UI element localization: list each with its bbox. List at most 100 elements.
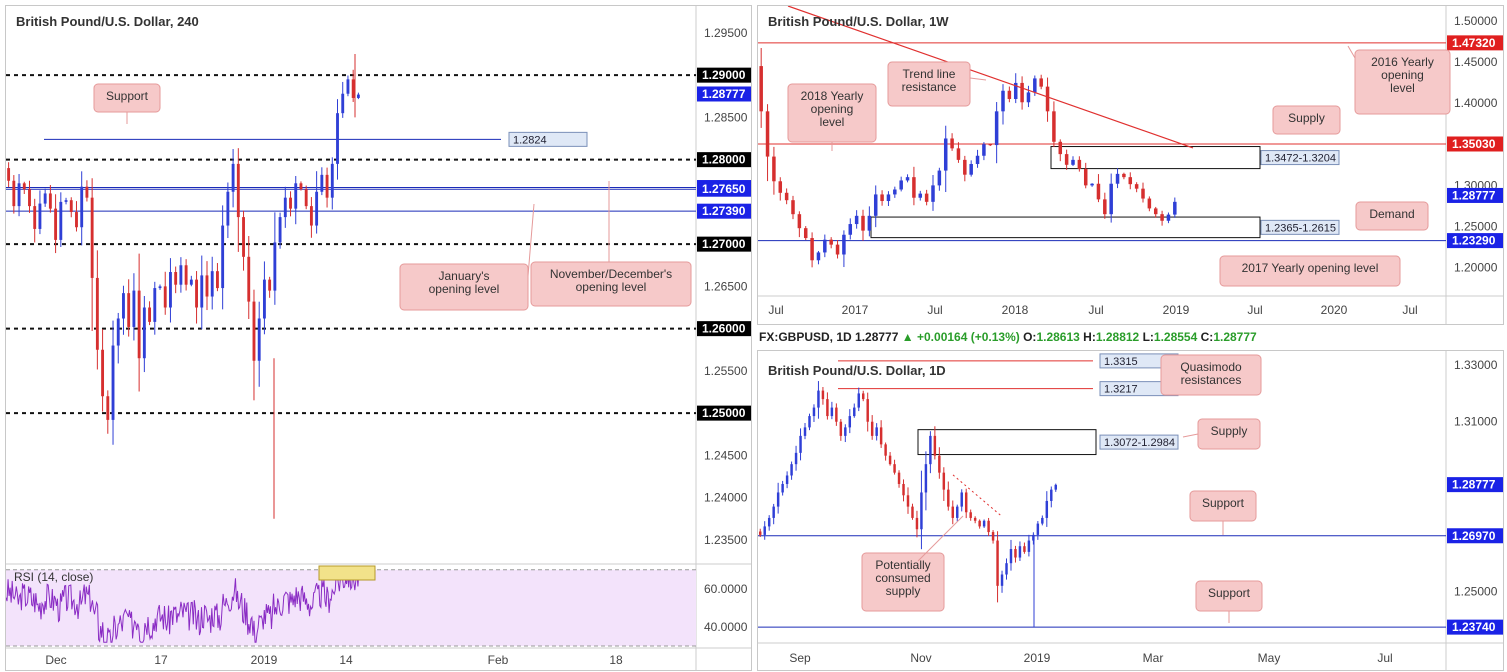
w-level-tag <box>1447 136 1503 152</box>
w-candle <box>943 138 948 171</box>
d-candle <box>1005 563 1008 575</box>
w-candle <box>816 252 821 261</box>
d-x-tick: Mar <box>1143 651 1164 665</box>
h4-candle <box>210 271 214 297</box>
w-candle <box>880 194 884 202</box>
d-candle <box>812 407 816 417</box>
h4-candle <box>242 217 245 257</box>
h4-y-tick: 1.24500 <box>704 448 748 462</box>
ohlc-low: 1.28554 <box>1153 330 1198 344</box>
d-supply-pointer <box>1182 433 1199 438</box>
ohlc-open: 1.28613 <box>1036 330 1080 344</box>
w-candle <box>810 238 814 261</box>
d-candle <box>772 506 775 518</box>
d-supply-zone-label: 1.3072-1.2984 <box>1104 437 1175 449</box>
d-consumed-supply-callout-text: consumed <box>875 571 930 585</box>
d-candle <box>991 532 995 541</box>
h4-x-tick: 17 <box>154 653 168 667</box>
h4-candle <box>299 183 303 190</box>
w-trendline-callout <box>887 61 971 107</box>
ohlc-close-label: C: <box>1200 330 1214 344</box>
d-x-tick: 2019 <box>1024 651 1051 665</box>
h4-rsi-highlight-box <box>318 565 376 581</box>
h4-candle <box>43 193 47 204</box>
d-candle <box>893 464 896 473</box>
h4-rsi-tick: 40.0000 <box>704 620 748 634</box>
w-x-tick: 2018 <box>1002 303 1029 317</box>
w-candle <box>1001 90 1005 112</box>
h4-candle <box>22 183 26 190</box>
h4-candle <box>85 186 89 198</box>
h4-candle <box>330 163 334 198</box>
h4-x-tick: 2019 <box>251 653 278 667</box>
ohlc-high: 1.28812 <box>1095 330 1140 344</box>
h4-candle <box>247 256 251 302</box>
h4-rsi-band <box>6 569 696 646</box>
h4-level-tag-text: 1.25000 <box>702 406 746 420</box>
w-candle <box>861 215 865 231</box>
d-candle <box>830 407 834 417</box>
d-candle <box>897 472 901 484</box>
d-candle <box>826 399 829 417</box>
h4-candle <box>75 212 78 228</box>
h4-x-tick: 14 <box>339 653 353 667</box>
daily-chart-title: British Pound/U.S. Dollar, 1D <box>768 363 946 378</box>
ohlc-high-label: H: <box>1083 330 1096 344</box>
w-candle <box>835 244 840 255</box>
w-2018-yearly-callout-text: opening <box>811 102 854 116</box>
h4-level-tag-text: 1.27390 <box>702 204 746 218</box>
d-candle <box>938 455 941 473</box>
h4-candle <box>69 200 73 213</box>
w-2016-yearly-callout-text: 2016 Yearly <box>1371 55 1434 69</box>
d-x-tick: May <box>1258 651 1281 665</box>
d-candle <box>956 506 959 518</box>
d-candle <box>781 483 784 493</box>
d-y-tick: 1.31000 <box>1454 415 1498 429</box>
w-y-tick: 1.50000 <box>1454 14 1498 28</box>
d-candle <box>884 444 887 456</box>
w-candle <box>778 181 783 193</box>
w-supply-callout-text: Supply <box>1288 111 1325 125</box>
w-supply-callout <box>1272 105 1341 135</box>
weekly-chart-title: British Pound/U.S. Dollar, 1W <box>768 14 949 29</box>
w-candle <box>1013 82 1018 99</box>
w-candle <box>797 214 802 229</box>
d-candle <box>987 520 990 533</box>
weekly-chart-panel[interactable]: 1.50000 1.45000 1.40000 1.30000 1.25000 1.200… <box>757 5 1504 325</box>
d-candle <box>861 393 865 400</box>
w-candle <box>1141 188 1145 199</box>
h4-candle <box>106 396 110 420</box>
d-quasimodo-callout-text: resistances <box>1181 373 1242 387</box>
h4-candle <box>236 163 240 218</box>
w-candle <box>784 192 789 201</box>
w-candle <box>994 111 999 146</box>
h4-candle <box>54 208 58 240</box>
weekly-chart[interactable]: 1.500001.450001.400001.300001.250001.200… <box>758 6 1503 324</box>
h4-chart-panel[interactable]: 1.29500 1.28500 1.26500 1.25500 1.24500 1.240… <box>5 5 752 671</box>
d-candle <box>1054 484 1057 490</box>
h4-candle <box>351 79 355 98</box>
w-candle <box>1173 201 1177 215</box>
daily-chart[interactable]: 1.330001.310001.270001.25000SepNov2019Ma… <box>758 351 1503 670</box>
w-candle <box>982 144 986 156</box>
daily-chart-panel[interactable]: 1.330001.310001.270001.25000SepNov2019Ma… <box>757 350 1504 671</box>
w-x-tick: Jul <box>1088 303 1103 317</box>
w-candle <box>867 215 872 231</box>
h4-candle <box>80 186 84 228</box>
d-candle <box>1009 549 1013 564</box>
h4-candle <box>142 307 146 359</box>
d-x-tick: Nov <box>910 651 931 665</box>
w-2016-yearly-callout <box>1354 49 1451 115</box>
w-candle <box>1160 214 1164 221</box>
w-candle <box>1109 183 1113 215</box>
d-candle <box>902 483 905 496</box>
h4-candle <box>28 189 31 207</box>
w-x-tick: 2017 <box>842 303 869 317</box>
d-candle <box>1050 489 1053 501</box>
h4-chart[interactable]: 1.29500 1.28500 1.26500 1.25500 1.24500 1.240… <box>6 6 751 670</box>
h4-january-callout <box>399 263 529 311</box>
d-candle <box>969 512 972 518</box>
h4-candle <box>200 275 204 308</box>
d-candle <box>915 517 919 530</box>
d-y-tick: 1.33000 <box>1454 358 1498 372</box>
